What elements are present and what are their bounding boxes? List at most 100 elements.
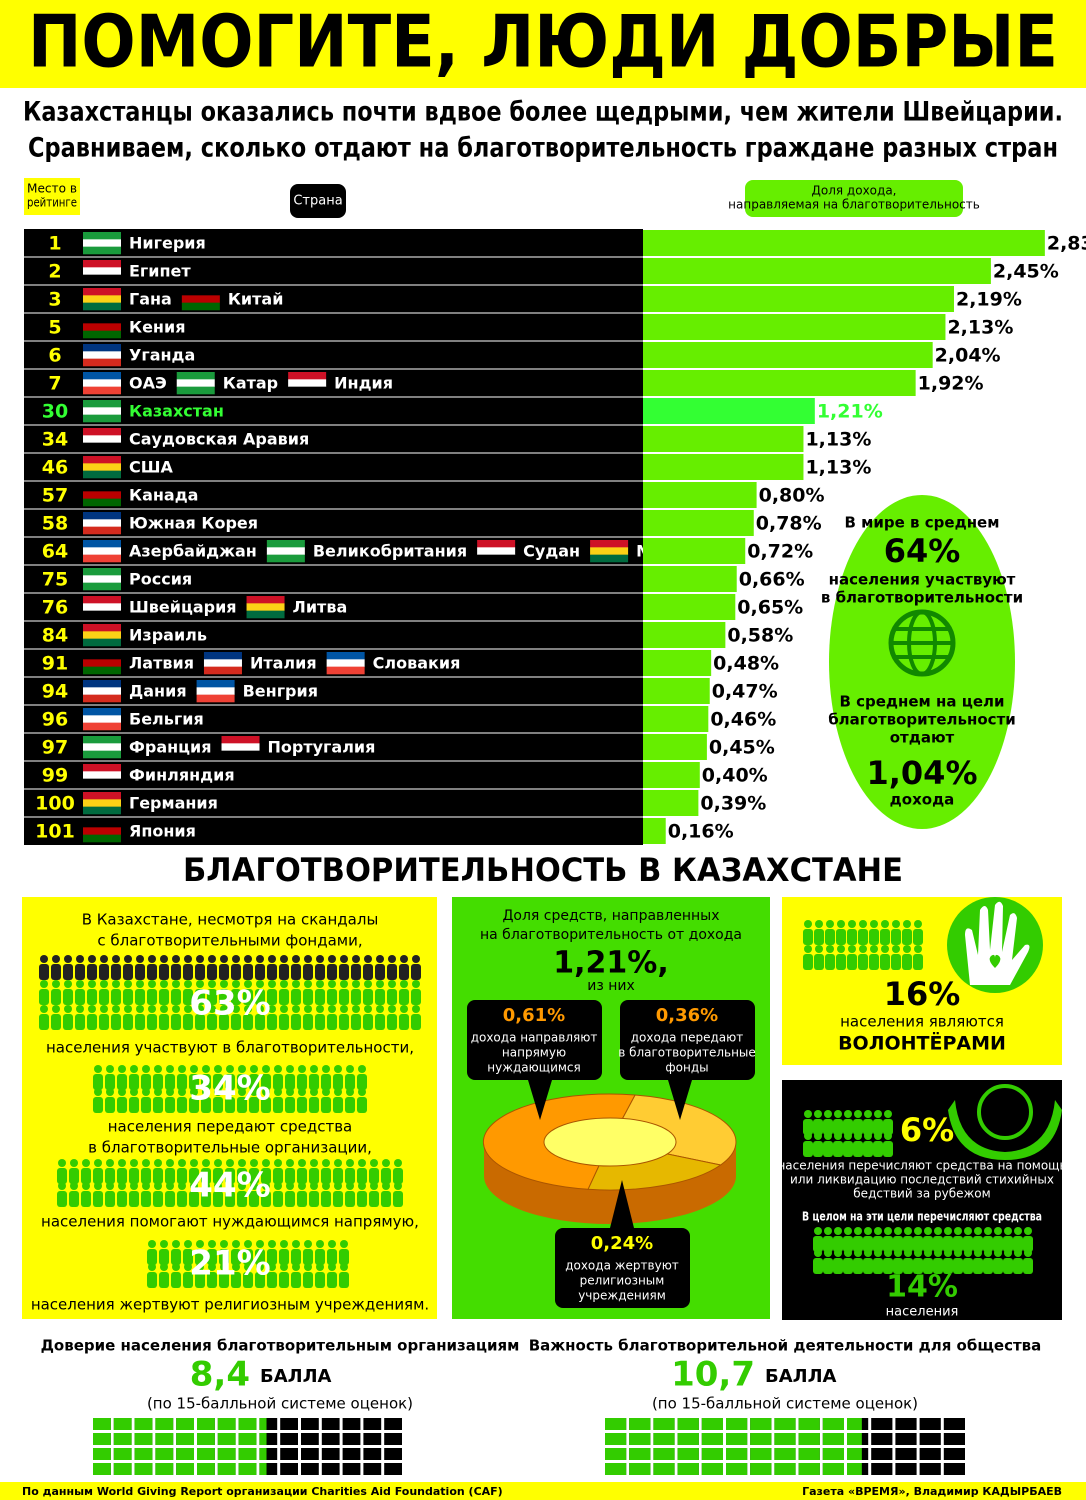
person-icon [815,920,823,928]
value-label: 0,40% [702,765,768,787]
person-icon [316,1263,324,1271]
flag [246,603,285,611]
country-label: Франция [129,738,212,757]
bar [643,258,991,284]
panel-text: в благотворительные организации, [88,1139,372,1157]
person-icon [166,1065,174,1073]
person-icon [243,1272,253,1288]
person-icon [58,1159,66,1167]
score-block [750,1463,772,1475]
score-block-bg [919,1433,941,1445]
rank-header-box [24,178,80,215]
person-icon [268,1263,276,1271]
flag [477,540,516,548]
person-icon [88,980,96,988]
person-icon [52,955,60,963]
score-block [653,1433,675,1445]
panel-text: населения передают средства [108,1118,353,1136]
person-icon [953,1258,963,1274]
person-icon [903,920,911,928]
person-icon [357,1074,367,1090]
person-icon [268,1005,276,1013]
callout-text: учреждениям [578,1289,666,1303]
person-icon [973,1236,983,1252]
flag [326,652,365,660]
flag [83,372,121,380]
bar [643,370,916,396]
person-icon [99,989,109,1005]
person-icon [117,1074,127,1090]
score-block [155,1418,174,1430]
person-icon [51,964,61,980]
score-block [259,1448,267,1460]
score-block [197,1433,215,1445]
person-icon [304,1005,312,1013]
person-icon [803,1141,813,1157]
person-icon [117,1168,127,1184]
panel-emphasis: ВОЛОНТЁРАМИ [838,1031,1006,1055]
person-icon [364,1005,372,1013]
person-icon [196,1005,204,1013]
person-icon [183,1272,193,1288]
footer-credit: Газета «ВРЕМЯ», Владимир КАДЫРБАЕВ [802,1485,1062,1498]
person-icon [286,1159,294,1167]
person-icon [195,989,205,1005]
person-icon [364,955,372,963]
person-icon [267,1014,277,1030]
flag [288,379,327,387]
person-icon [214,1065,222,1073]
value-label: 0,65% [737,597,803,619]
person-icon [298,1088,306,1096]
person-icon [913,954,923,970]
person-icon [340,980,348,988]
rank: 34 [42,429,68,451]
person-icon [160,1263,168,1271]
world-big: 64% [884,532,961,570]
person-icon [858,954,868,970]
rank: 3 [48,289,61,311]
world-text: отдают [890,729,955,747]
bar [643,790,699,816]
score-block [629,1418,651,1430]
person-icon [274,1065,282,1073]
person-icon [874,1249,882,1257]
person-icon [804,945,812,953]
person-icon [99,964,109,980]
person-icon [165,1097,175,1113]
person-icon [124,955,132,963]
score-block [726,1463,748,1475]
person-icon [39,964,49,980]
person-icon [142,1182,150,1190]
flag [83,659,121,667]
person-icon [213,1074,223,1090]
score-block [847,1418,862,1430]
person-icon [340,1263,348,1271]
person-icon [291,1272,301,1288]
world-text: В мире в среднем [845,514,1000,532]
person-icon [333,1074,343,1090]
person-icon [824,1132,832,1140]
score-block [822,1448,844,1460]
person-icon [256,980,264,988]
person-icon [375,1014,385,1030]
score-block-bg [301,1433,319,1445]
person-icon [864,1110,872,1118]
person-icon [177,1191,187,1207]
score-block [93,1463,111,1475]
person-icon [994,1227,1002,1235]
person-icon [346,1182,354,1190]
score-block [629,1463,651,1475]
person-icon [863,1236,873,1252]
country-label: Россия [129,570,192,589]
person-icon [854,1110,862,1118]
score-block [217,1433,236,1445]
person-icon [172,1005,180,1013]
person-icon [220,1005,228,1013]
person-icon [40,955,48,963]
score-block [847,1448,862,1460]
score-block [798,1463,820,1475]
flag [176,379,215,387]
score-block [197,1463,215,1475]
person-icon [863,1258,873,1274]
flag [83,687,121,695]
